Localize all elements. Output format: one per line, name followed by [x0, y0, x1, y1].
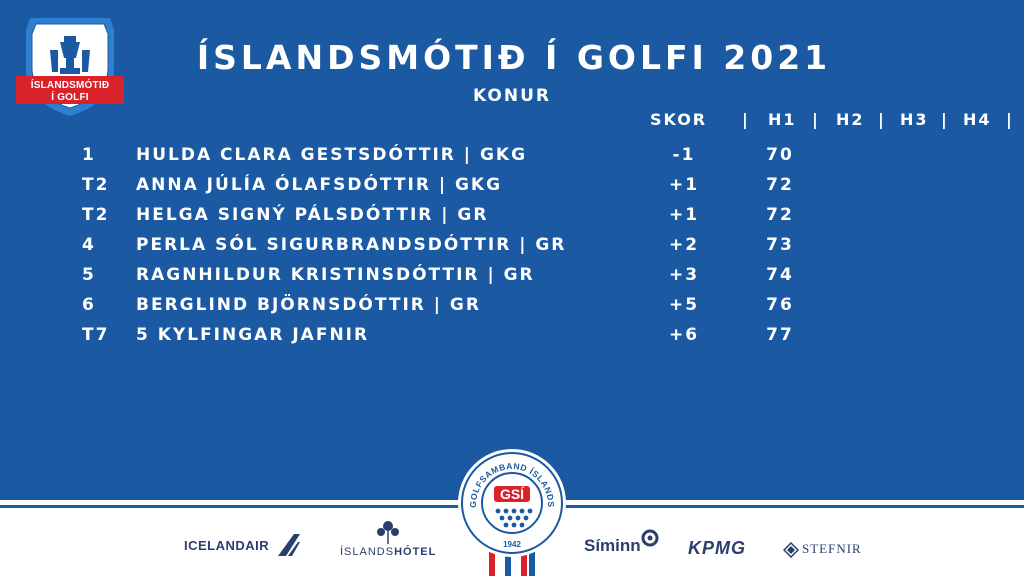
row-score: +6 — [668, 325, 700, 345]
row-player-name: PERLA SÓL SIGURBRANDSDÓTTIR | GR — [136, 235, 567, 255]
row-player-name: BERGLIND BJÖRNSDÓTTIR | GR — [136, 295, 481, 315]
col-header-skor: SKOR — [650, 110, 708, 129]
row-score: +3 — [668, 265, 700, 285]
row-position: 1 — [82, 145, 96, 165]
row-score: +1 — [668, 175, 700, 195]
row-score: +5 — [668, 295, 700, 315]
page-subtitle: KONUR — [473, 86, 551, 106]
row-h1: 77 — [766, 325, 794, 345]
row-score: +2 — [668, 235, 700, 255]
icelandair-wing-icon — [278, 534, 300, 556]
stefnir-wordmark: STEFNIR — [802, 541, 862, 556]
sponsor-siminn: Síminn — [584, 536, 641, 556]
col-header-h2: H2 — [836, 110, 865, 129]
gsi-badge: GSÍ GOLFSAMBAND ÍSLANDS 1942 — [456, 447, 568, 559]
row-h1: 74 — [766, 265, 794, 285]
islandsmotid-logo: ÍSLANDSMÓTIÐ Í GOLFI — [14, 10, 126, 118]
row-h1: 72 — [766, 205, 794, 225]
row-player-name: HULDA CLARA GESTSDÓTTIR | GKG — [136, 145, 528, 165]
flag-stripe — [489, 545, 535, 576]
col-separator: | — [812, 110, 820, 129]
kpmg-wordmark: KPMG — [688, 538, 746, 558]
leaderboard-row: 5 RAGNHILDUR KRISTINSDÓTTIR | GR +3 74 — [0, 265, 1024, 295]
leaderboard-row: 1 HULDA CLARA GESTSDÓTTIR | GKG -1 70 — [0, 145, 1024, 175]
leaderboard-row: T2 ANNA JÚLÍA ÓLAFSDÓTTIR | GKG +1 72 — [0, 175, 1024, 205]
hotel-wordmark-a: ÍSLANDS — [340, 546, 395, 558]
leaderboard-row: T2 HELGA SIGNÝ PÁLSDÓTTIR | GR +1 72 — [0, 205, 1024, 235]
row-player-name: HELGA SIGNÝ PÁLSDÓTTIR | GR — [136, 205, 489, 225]
row-position: 5 — [82, 265, 96, 285]
col-header-h4: H4 — [963, 110, 992, 129]
shield-icon — [16, 18, 124, 116]
leaderboard-row: 6 BERGLIND BJÖRNSDÓTTIR | GR +5 76 — [0, 295, 1024, 325]
sponsor-icelandair: ICELANDAIR — [184, 538, 269, 553]
stefnir-diamond-icon — [783, 542, 799, 558]
row-player-name: 5 KYLFINGAR JAFNIR — [136, 325, 370, 345]
col-header-h3: H3 — [900, 110, 929, 129]
row-player-name: RAGNHILDUR KRISTINSDÓTTIR | GR — [136, 265, 535, 285]
row-position: T7 — [82, 325, 110, 345]
icelandair-wordmark: ICELANDAIR — [184, 538, 270, 553]
leaderboard-row: T7 5 KYLFINGAR JAFNIR +6 77 — [0, 325, 1024, 355]
row-h1: 76 — [766, 295, 794, 315]
col-separator: | — [1006, 110, 1014, 129]
row-player-name: ANNA JÚLÍA ÓLAFSDÓTTIR | GKG — [136, 175, 503, 195]
hotel-flower-icon — [377, 521, 399, 544]
sponsor-kpmg: KPMG — [688, 538, 746, 559]
row-score: -1 — [672, 145, 696, 165]
page-title: ÍSLANDSMÓTIÐ Í GOLFI 2021 — [196, 38, 832, 77]
col-separator: | — [878, 110, 886, 129]
logo-line-2: Í GOLFI — [51, 92, 89, 103]
row-h1: 72 — [766, 175, 794, 195]
col-header-h1: H1 — [768, 110, 797, 129]
siminn-swirl-icon — [641, 529, 659, 547]
gsi-badge-graphic: GSÍ GOLFSAMBAND ÍSLANDS 1942 — [458, 449, 566, 557]
row-score: +1 — [668, 205, 700, 225]
row-h1: 73 — [766, 235, 794, 255]
siminn-wordmark: Síminn — [584, 536, 641, 555]
row-h1: 70 — [766, 145, 794, 165]
hotel-wordmark-b: HÓTEL — [394, 546, 437, 558]
row-position: 6 — [82, 295, 96, 315]
leaderboard-row: 4 PERLA SÓL SIGURBRANDSDÓTTIR | GR +2 73 — [0, 235, 1024, 265]
sponsor-stefnir: STEFNIR — [802, 541, 862, 557]
row-position: 4 — [82, 235, 96, 255]
badge-center-text: GSÍ — [500, 486, 525, 502]
row-position: T2 — [82, 175, 110, 195]
logo-line-1: ÍSLANDSMÓTIÐ — [30, 80, 110, 91]
col-separator: | — [742, 110, 750, 129]
sponsor-islandshotel: ÍSLANDSHÓTEL — [340, 546, 436, 558]
row-position: T2 — [82, 205, 110, 225]
col-separator: | — [941, 110, 949, 129]
badge-year: 1942 — [503, 540, 521, 549]
